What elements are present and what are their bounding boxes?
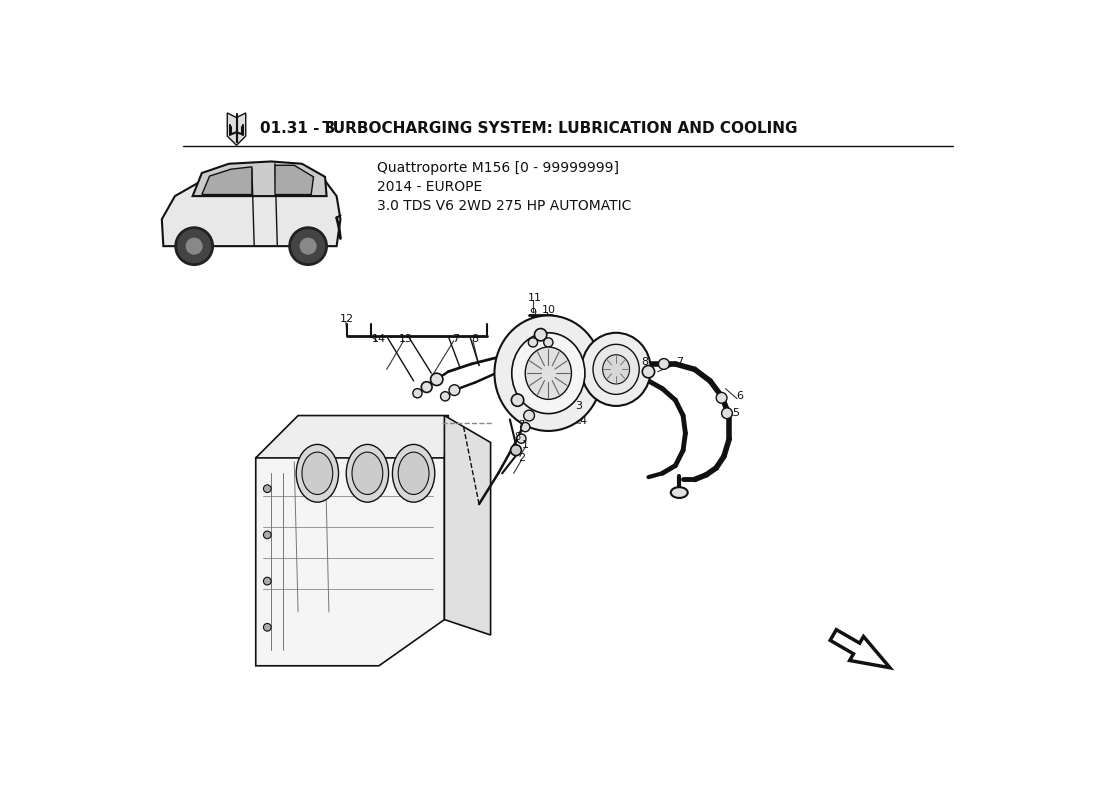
- Text: 7: 7: [675, 357, 683, 366]
- Text: 6: 6: [736, 391, 743, 402]
- Circle shape: [524, 410, 535, 421]
- Circle shape: [510, 445, 521, 455]
- Polygon shape: [444, 415, 491, 635]
- Text: 7: 7: [518, 420, 525, 430]
- Circle shape: [264, 623, 272, 631]
- Circle shape: [412, 389, 422, 398]
- Polygon shape: [830, 630, 890, 668]
- Text: 8: 8: [472, 334, 478, 343]
- Text: 01.31 - 3: 01.31 - 3: [260, 121, 336, 136]
- Circle shape: [722, 408, 733, 418]
- Circle shape: [176, 228, 212, 265]
- Polygon shape: [255, 415, 449, 458]
- Ellipse shape: [346, 445, 388, 502]
- Text: 11: 11: [528, 293, 541, 302]
- Ellipse shape: [526, 347, 572, 399]
- Circle shape: [512, 394, 524, 406]
- Circle shape: [534, 366, 544, 377]
- Text: 1: 1: [521, 440, 529, 450]
- Text: 12: 12: [340, 314, 354, 324]
- Circle shape: [289, 228, 327, 265]
- Text: 9: 9: [529, 308, 537, 318]
- Polygon shape: [162, 169, 341, 246]
- Text: Quattroporte M156 [0 - 99999999]: Quattroporte M156 [0 - 99999999]: [377, 161, 619, 174]
- Circle shape: [535, 329, 547, 341]
- Polygon shape: [192, 162, 327, 196]
- Ellipse shape: [593, 344, 639, 394]
- Text: 8: 8: [515, 432, 520, 442]
- Text: 2014 - EUROPE: 2014 - EUROPE: [377, 180, 483, 194]
- Ellipse shape: [495, 315, 603, 431]
- Text: 10: 10: [541, 305, 556, 315]
- Circle shape: [264, 531, 272, 538]
- Polygon shape: [275, 166, 314, 194]
- Ellipse shape: [671, 487, 688, 498]
- Circle shape: [543, 338, 553, 347]
- Text: 5: 5: [732, 408, 739, 418]
- Ellipse shape: [582, 333, 651, 406]
- Circle shape: [430, 373, 443, 386]
- Ellipse shape: [301, 452, 332, 494]
- Text: 3: 3: [575, 401, 583, 410]
- Text: 14: 14: [372, 334, 386, 343]
- Circle shape: [659, 358, 669, 370]
- Ellipse shape: [393, 445, 434, 502]
- Text: 7: 7: [452, 334, 460, 343]
- Ellipse shape: [603, 354, 629, 384]
- Circle shape: [185, 237, 204, 255]
- Circle shape: [528, 338, 538, 347]
- Text: 8: 8: [641, 357, 648, 366]
- Circle shape: [264, 578, 272, 585]
- Ellipse shape: [352, 452, 383, 494]
- Circle shape: [517, 434, 526, 443]
- Circle shape: [716, 393, 727, 403]
- Ellipse shape: [296, 445, 339, 502]
- Text: 13: 13: [399, 334, 412, 343]
- Ellipse shape: [398, 452, 429, 494]
- Polygon shape: [255, 419, 444, 666]
- Circle shape: [449, 385, 460, 395]
- Circle shape: [642, 366, 654, 378]
- Ellipse shape: [512, 333, 585, 414]
- Text: TURBOCHARGING SYSTEM: LUBRICATION AND COOLING: TURBOCHARGING SYSTEM: LUBRICATION AND CO…: [318, 121, 798, 136]
- Circle shape: [421, 382, 432, 393]
- Circle shape: [440, 392, 450, 401]
- Circle shape: [299, 237, 318, 255]
- Circle shape: [520, 422, 530, 432]
- Text: 4: 4: [580, 416, 586, 426]
- Text: 3.0 TDS V6 2WD 275 HP AUTOMATIC: 3.0 TDS V6 2WD 275 HP AUTOMATIC: [377, 199, 631, 213]
- Text: 2: 2: [518, 453, 525, 463]
- Polygon shape: [202, 167, 252, 194]
- Circle shape: [264, 485, 272, 493]
- Polygon shape: [228, 113, 245, 146]
